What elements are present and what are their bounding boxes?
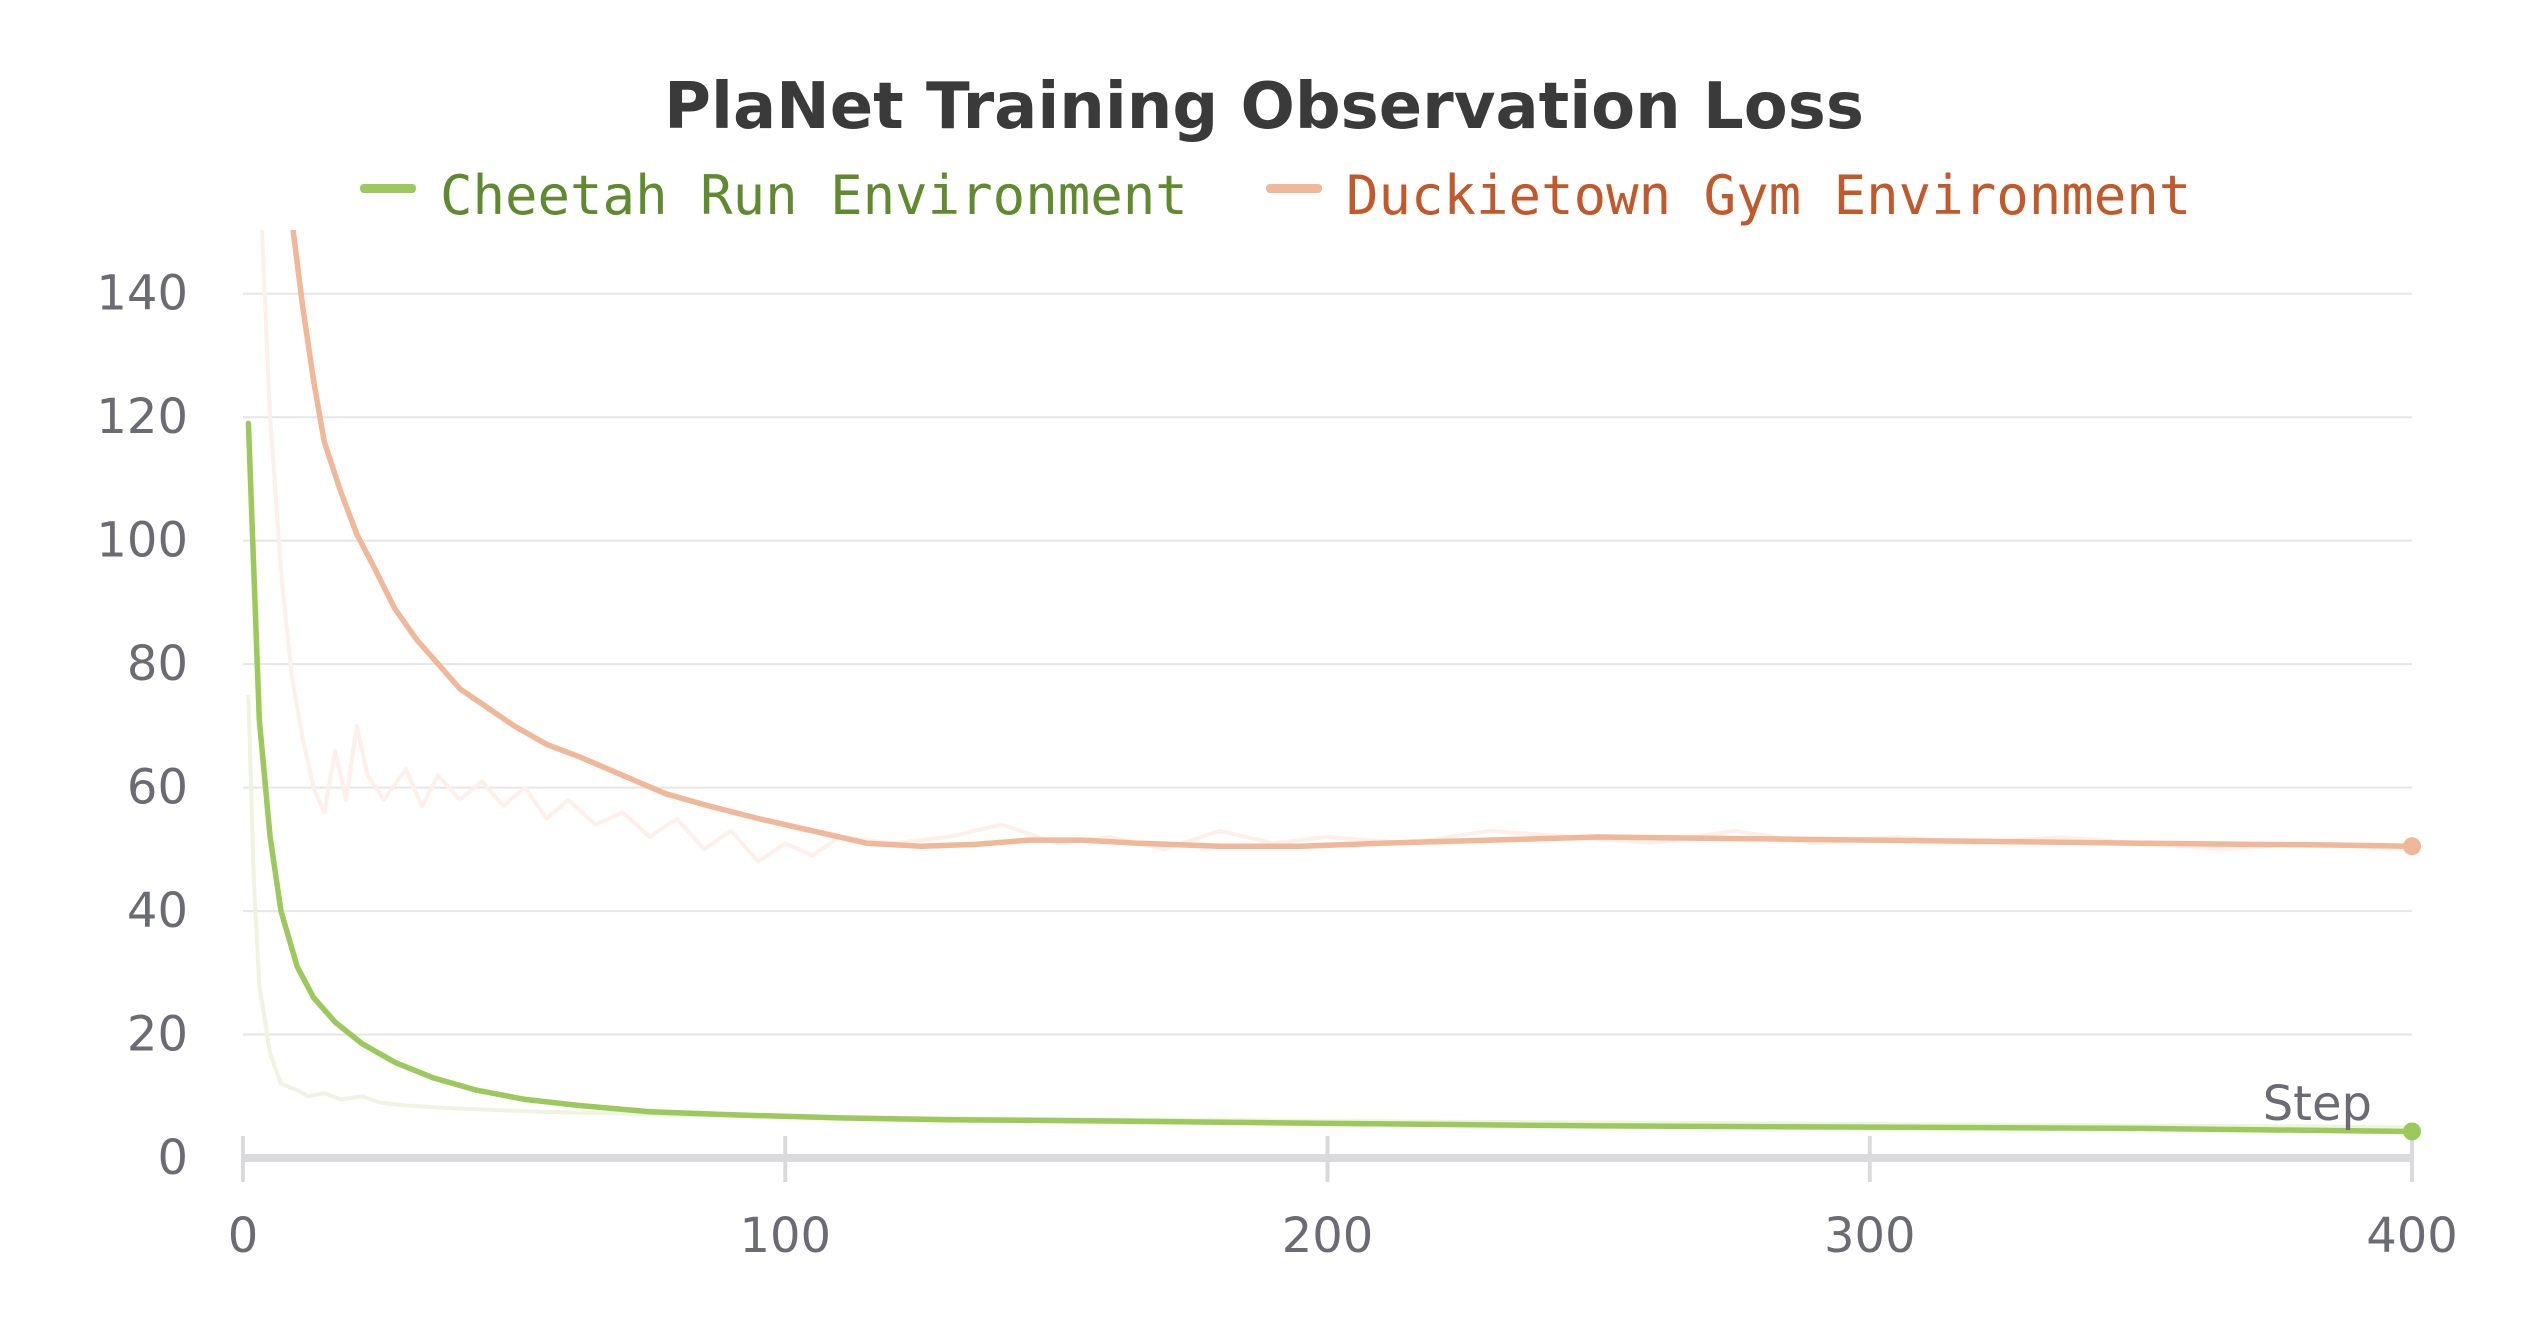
chart-title: PlaNet Training Observation Loss xyxy=(664,70,1864,144)
gridlines: 0 20 40 60 80 100 120 140 xyxy=(96,266,2412,1186)
duckietown-smoothed-line[interactable] xyxy=(290,220,2415,849)
duckietown-end-point[interactable] xyxy=(2403,837,2421,856)
x-tick-label: 400 xyxy=(2366,1208,2458,1264)
cheetah-smoothed-line[interactable] xyxy=(245,420,2415,1135)
smoothed-series-lines[interactable] xyxy=(245,220,2415,1135)
y-tick-label: 60 xyxy=(127,760,188,816)
legend[interactable]: Cheetah Run Environment Duckietown Gym En… xyxy=(360,164,2191,227)
y-tick-label: 100 xyxy=(96,513,188,569)
x-tick-label: 200 xyxy=(1282,1208,1374,1264)
y-tick-label: 20 xyxy=(127,1007,188,1063)
x-tick-label: 100 xyxy=(739,1208,831,1264)
x-axis-title: Step xyxy=(2263,1076,2372,1132)
raw-series-lines xyxy=(246,230,2413,1130)
y-tick-label: 0 xyxy=(157,1130,188,1186)
y-tick-label: 140 xyxy=(96,266,188,322)
cheetah-end-point[interactable] xyxy=(2403,1122,2421,1141)
y-tick-label: 80 xyxy=(127,636,188,692)
cheetah-legend-swatch xyxy=(360,184,416,193)
y-tick-label: 120 xyxy=(96,389,188,445)
duckietown-legend-swatch xyxy=(1266,184,1322,193)
x-tick-label: 300 xyxy=(1824,1208,1916,1264)
cheetah-legend-label[interactable]: Cheetah Run Environment xyxy=(440,164,1188,227)
series-end-points[interactable] xyxy=(2403,837,2421,1141)
axes: 0 100 200 300 400 xyxy=(228,1136,2458,1264)
duckietown-legend-label[interactable]: Duckietown Gym Environment xyxy=(1346,164,2191,227)
y-tick-label: 40 xyxy=(127,883,188,939)
x-tick-label: 0 xyxy=(228,1208,259,1264)
